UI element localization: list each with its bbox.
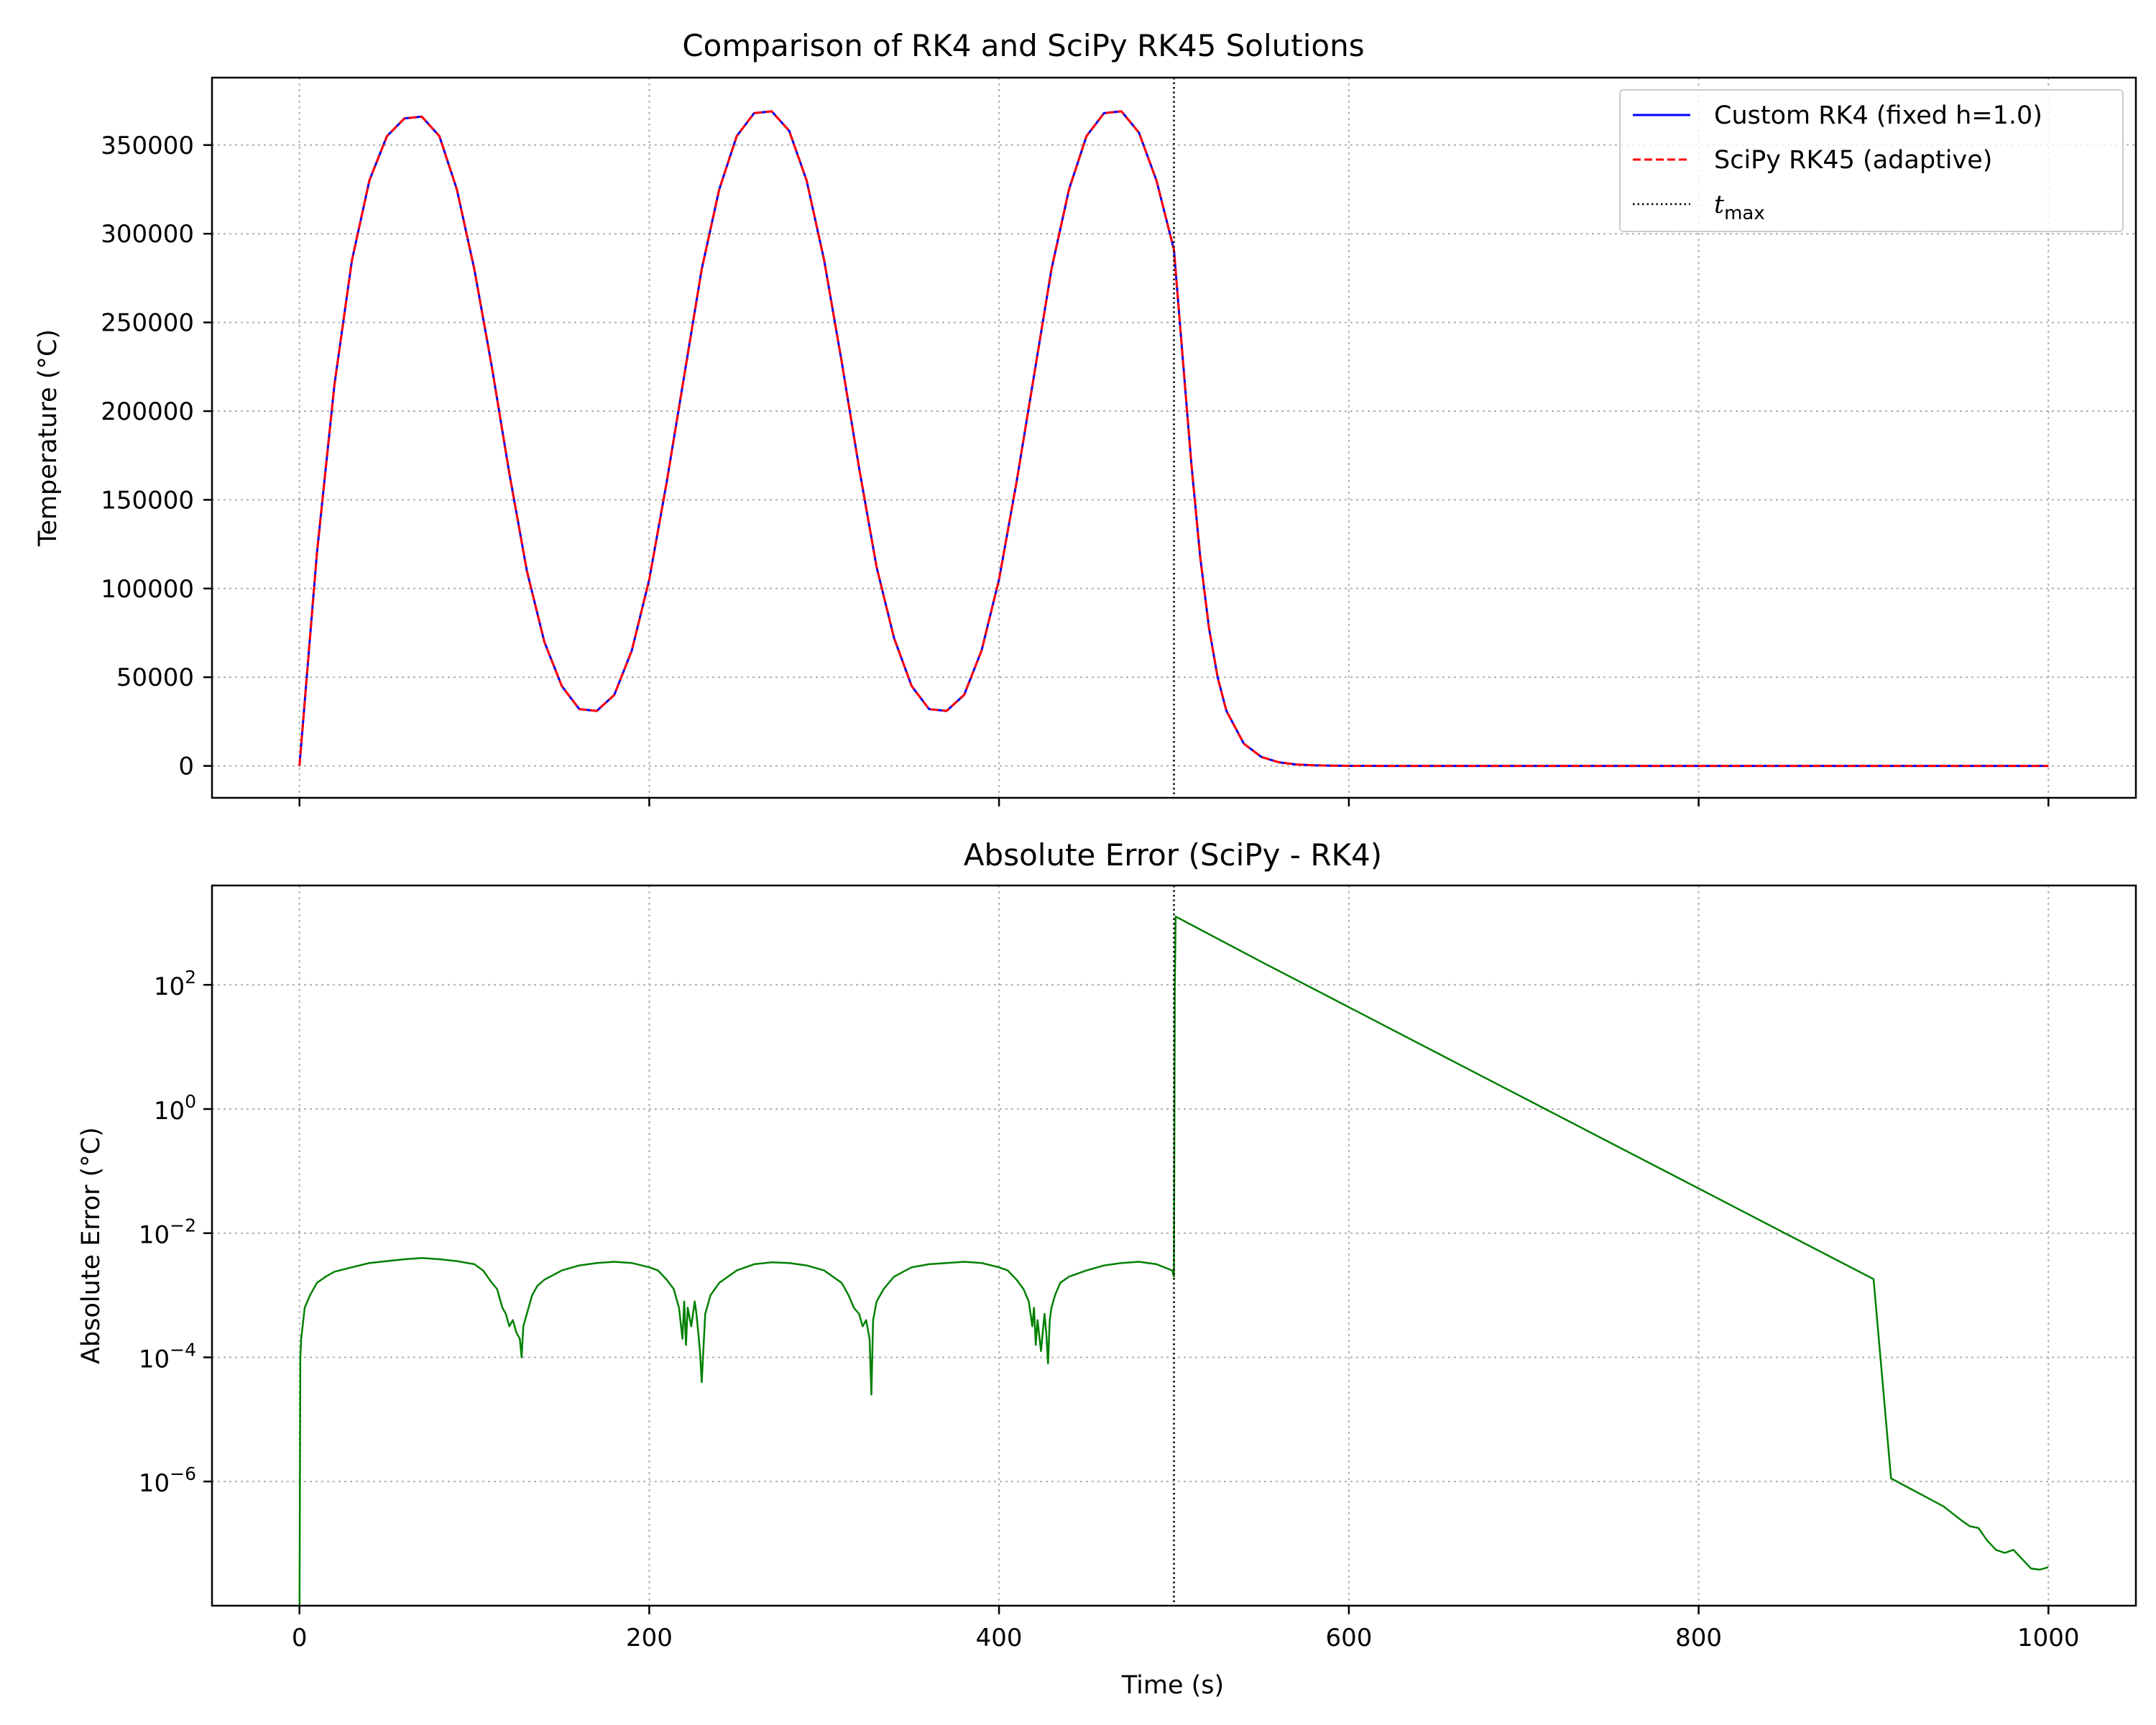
bottom-y-tick-label-4: 102 (154, 967, 196, 1001)
bottom-y-tick-label-0: 10−6 (139, 1463, 196, 1498)
bottom-x-tick-label-3: 600 (1325, 1624, 1372, 1652)
top-chart-title: Comparison of RK4 and SciPy RK45 Solutio… (682, 28, 1364, 63)
legend-box (1619, 89, 2124, 232)
bottom-y-tick-label-exp-2: −2 (170, 1215, 196, 1236)
top-y-tick-label-5: 250000 (101, 309, 194, 338)
bottom-x-ticks: 0 200 400 600 800 1000 (292, 1606, 2080, 1652)
bottom-plot-frame (211, 884, 2137, 1607)
legend-label-scipy: SciPy RK45 (adaptive) (1714, 146, 1992, 175)
top-y-axis-label: Temperature (°C) (34, 329, 63, 547)
legend-label-tmax: tmax (1714, 190, 1765, 224)
top-y-tick-label-3: 150000 (101, 486, 194, 515)
legend: Custom RK4 (fixed h=1.0) SciPy RK45 (ada… (1619, 89, 2124, 232)
bottom-y-tick-label-exp-4: 2 (185, 967, 196, 988)
bottom-y-tick-label-exp-3: 0 (185, 1091, 196, 1112)
top-plot-frame (211, 76, 2137, 799)
legend-label-tmax-base: t (1714, 190, 1725, 219)
top-y-tick-label-7: 350000 (101, 132, 194, 160)
bottom-y-axis-label: Absolute Error (°C) (77, 1127, 106, 1364)
bottom-x-axis-label: Time (s) (1121, 1671, 1224, 1700)
bottom-y-tick-label-base-2: 10 (139, 1221, 170, 1250)
series-line-scipy (298, 110, 2049, 768)
top-y-tick-label-4: 200000 (101, 397, 194, 426)
bottom-y-tick-label-exp-0: −6 (170, 1463, 196, 1484)
top-y-tick-label-1: 50000 (116, 663, 194, 692)
bottom-y-tick-label-base-4: 10 (154, 972, 185, 1001)
top-y-ticks: 0 50000 100000 150000 200000 250000 300000 3500… (101, 132, 212, 781)
legend-label-tmax-sub: max (1724, 203, 1765, 224)
bottom-y-tick-label-base-3: 10 (154, 1097, 185, 1126)
bottom-x-tick-label-5: 1000 (2017, 1624, 2080, 1652)
bottom-x-tick-label-0: 0 (292, 1624, 308, 1652)
top-x-ticks (298, 798, 2050, 806)
bottom-y-tick-label-1: 10−4 (139, 1340, 196, 1374)
bottom-x-tick-label-4: 800 (1675, 1624, 1722, 1652)
bottom-series-lines (298, 915, 2049, 1606)
top-y-tick-label-2: 100000 (101, 575, 194, 604)
bottom-panel: Absolute Error (SciPy - RK4) 0 200 400 600 8… (77, 837, 2137, 1700)
legend-label-rk4: Custom RK4 (fixed h=1.0) (1714, 101, 2042, 130)
bottom-y-tick-label-base-1: 10 (139, 1346, 170, 1374)
series-line-absolute-error (298, 915, 2049, 1606)
bottom-y-tick-label-base-0: 10 (139, 1469, 170, 1498)
bottom-y-tick-label-2: 10−2 (139, 1215, 196, 1250)
bottom-x-tick-label-2: 400 (976, 1624, 1023, 1652)
top-series-lines (298, 110, 2049, 768)
bottom-chart-title: Absolute Error (SciPy - RK4) (964, 837, 1382, 873)
bottom-y-tick-label-3: 100 (154, 1091, 196, 1126)
top-y-tick-label-0: 0 (178, 753, 194, 781)
top-y-tick-label-6: 300000 (101, 220, 194, 249)
bottom-y-tick-label-exp-1: −4 (170, 1340, 196, 1361)
top-panel: Comparison of RK4 and SciPy RK45 Solutio… (34, 28, 2137, 806)
bottom-x-tick-label-1: 200 (626, 1624, 673, 1652)
